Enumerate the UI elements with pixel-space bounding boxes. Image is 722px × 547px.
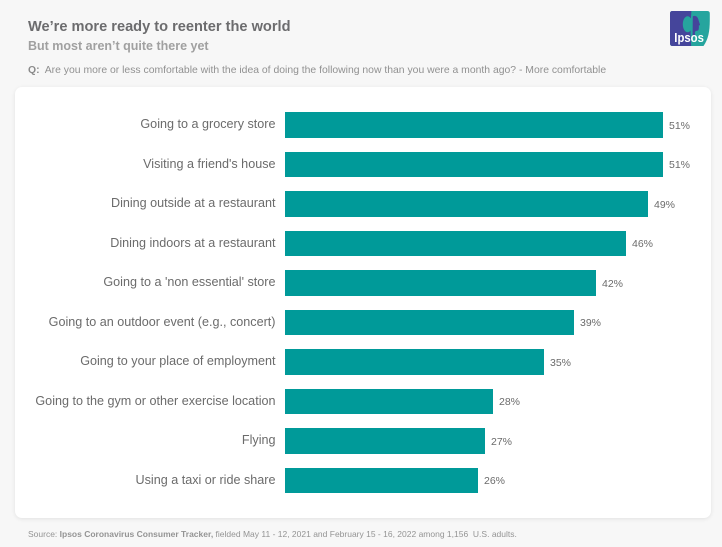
svg-text:Ipsos: Ipsos xyxy=(674,31,704,45)
